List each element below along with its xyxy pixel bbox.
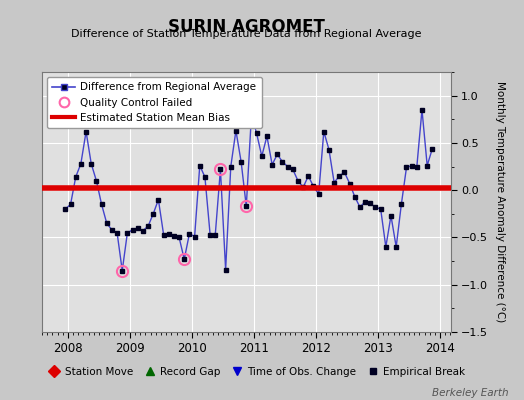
Y-axis label: Monthly Temperature Anomaly Difference (°C): Monthly Temperature Anomaly Difference (… <box>495 81 505 323</box>
Text: SURIN AGROMET: SURIN AGROMET <box>168 18 325 36</box>
Text: Berkeley Earth: Berkeley Earth <box>432 388 508 398</box>
Text: Difference of Station Temperature Data from Regional Average: Difference of Station Temperature Data f… <box>71 29 421 39</box>
Legend: Station Move, Record Gap, Time of Obs. Change, Empirical Break: Station Move, Record Gap, Time of Obs. C… <box>45 364 469 380</box>
Legend: Difference from Regional Average, Quality Control Failed, Estimated Station Mean: Difference from Regional Average, Qualit… <box>47 77 261 128</box>
